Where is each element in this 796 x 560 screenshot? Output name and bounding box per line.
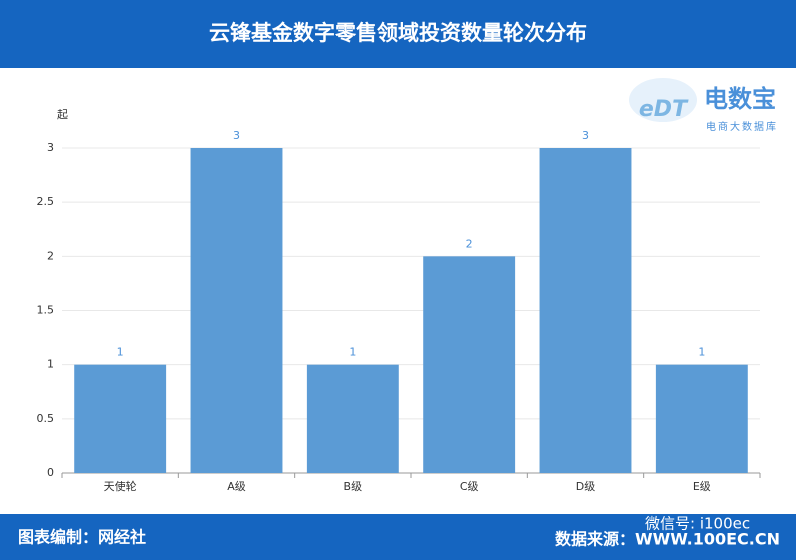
x-tick-label: E级 — [693, 480, 711, 493]
y-unit: 起 — [57, 108, 68, 121]
bar — [306, 364, 399, 473]
x-tick-label: A级 — [227, 480, 246, 493]
bar — [423, 256, 516, 473]
bar — [190, 148, 283, 473]
y-tick-label: 3 — [47, 141, 54, 154]
value-label: 1 — [698, 346, 705, 359]
footer-credit: 图表编制：网经社 — [18, 528, 146, 547]
bar — [655, 364, 748, 473]
logo: eDT 电数宝 电商大数据库 — [629, 78, 778, 133]
logo-name: 电数宝 — [704, 85, 776, 113]
chart-title: 云锋基金数字零售领域投资数量轮次分布 — [209, 21, 587, 45]
footer-bar — [0, 514, 796, 560]
logo-cloud — [629, 78, 697, 122]
value-label: 3 — [233, 129, 240, 142]
bar — [539, 148, 632, 473]
y-tick-label: 0 — [47, 466, 54, 479]
y-tick-label: 2.5 — [37, 195, 55, 208]
y-tick-label: 0.5 — [37, 412, 55, 425]
x-tick-label: B级 — [344, 480, 363, 493]
bar — [74, 364, 167, 473]
value-label: 1 — [349, 346, 356, 359]
x-tick-label: C级 — [460, 480, 479, 493]
logo-mark: eDT — [639, 97, 689, 122]
value-label: 2 — [466, 237, 473, 250]
logo-tagline: 电商大数据库 — [706, 120, 778, 133]
value-label: 3 — [582, 129, 589, 142]
header-bar — [0, 0, 796, 68]
y-tick-label: 2 — [47, 249, 54, 262]
y-tick-label: 1.5 — [37, 304, 55, 317]
y-tick-label: 1 — [47, 358, 54, 371]
value-label: 1 — [117, 346, 124, 359]
footer-watermark: 微信号: i100ec — [645, 515, 750, 533]
footer-source: 数据来源：WWW.100EC.CN — [555, 530, 780, 549]
x-tick-label: D级 — [576, 480, 595, 493]
x-tick-label: 天使轮 — [104, 479, 137, 493]
